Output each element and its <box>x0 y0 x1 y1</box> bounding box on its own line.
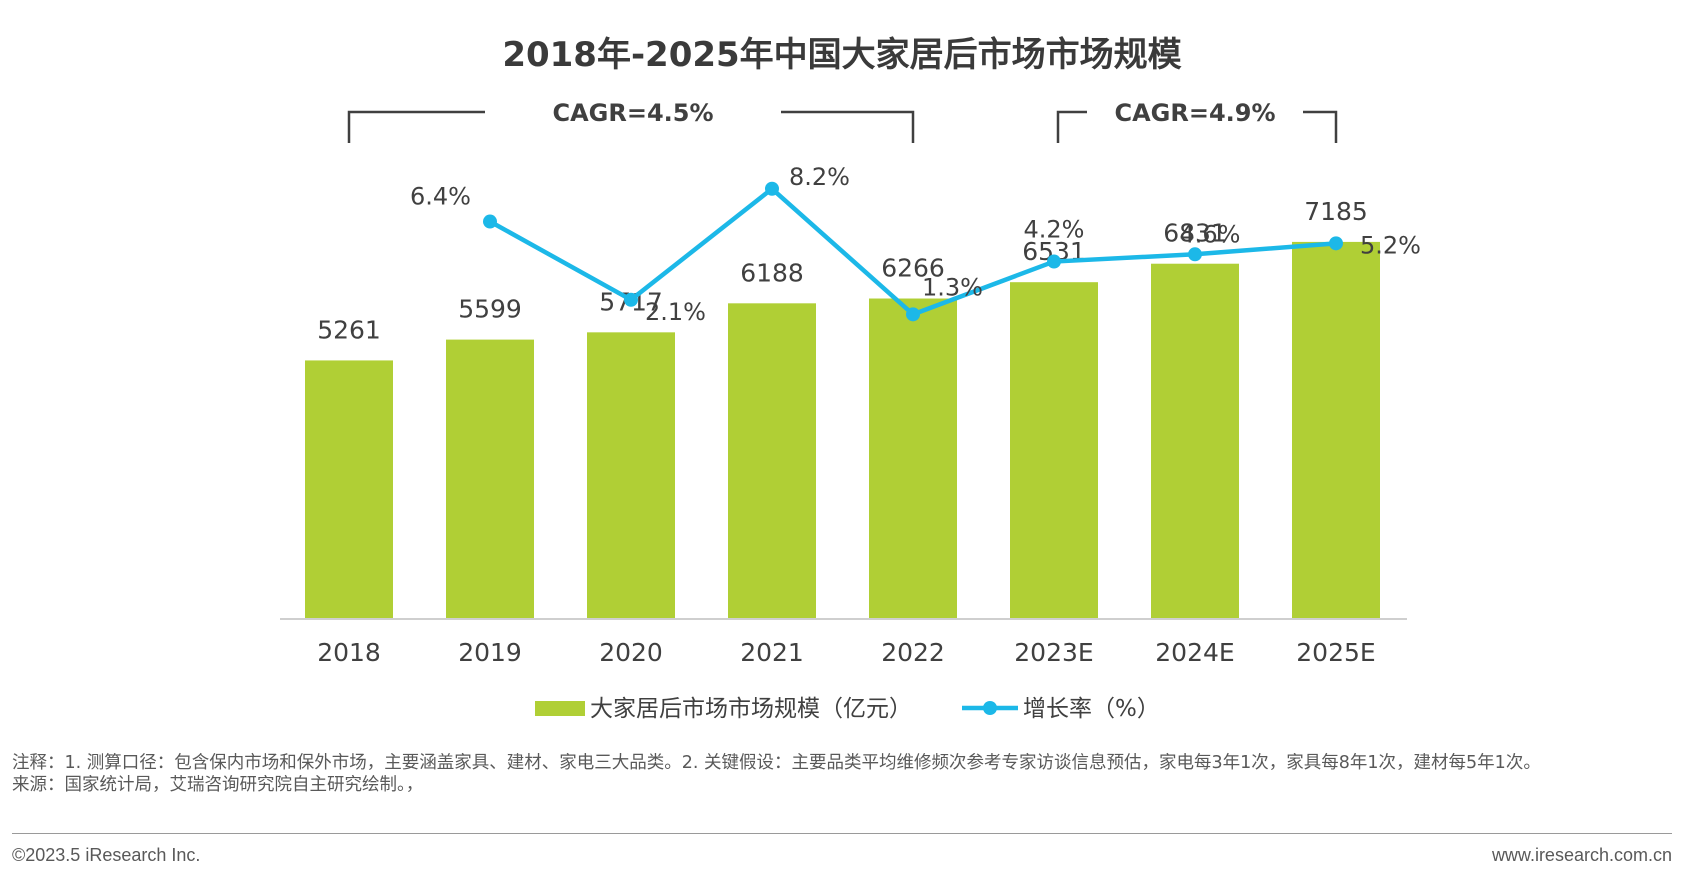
cagr-annotations: CAGR=4.5% CAGR=4.9% <box>347 99 1338 143</box>
bar-2019 <box>446 339 534 618</box>
bar-label-2024E: 6831 <box>1163 219 1227 248</box>
footer-divider <box>12 833 1672 834</box>
bar-label-2022: 6266 <box>881 254 945 283</box>
chart-title: 2018年-2025年中国大家居后市场市场规模 <box>502 35 1181 75</box>
growth-point-2022 <box>906 307 920 322</box>
cagr-label-1: CAGR=4.5% <box>552 99 713 127</box>
cagr-label-2: CAGR=4.9% <box>1114 99 1275 127</box>
legend: 大家居后市场市场规模（亿元） 增长率（%） <box>535 696 1160 722</box>
legend-line-label: 增长率（%） <box>1023 696 1160 722</box>
growth-label-2023E: 4.2% <box>1024 216 1085 244</box>
footer-notes: 注释：1. 测算口径：包含保内市场和保外市场，主要涵盖家具、建材、家电三大品类。… <box>12 752 1672 796</box>
x-tick-2020: 2020 <box>599 638 663 667</box>
bar-2020 <box>587 332 675 618</box>
cagr-bracket-2 <box>1056 110 1338 143</box>
cagr-bracket-1 <box>347 110 915 143</box>
bar-series: 52615599571761886266653168317185 <box>305 197 1380 619</box>
bar-label-2021: 6188 <box>740 258 804 287</box>
growth-point-2020 <box>624 292 638 307</box>
growth-point-2024E <box>1188 247 1202 262</box>
growth-label-2020: 2.1% <box>645 298 706 326</box>
x-tick-2018: 2018 <box>317 638 381 667</box>
growth-point-2023E <box>1047 254 1061 269</box>
bar-2022 <box>869 298 957 618</box>
bar-2024E <box>1151 263 1239 618</box>
copyright-text: ©2023.5 iResearch Inc. <box>12 845 201 865</box>
growth-point-2019 <box>483 214 497 229</box>
legend-bar-label: 大家居后市场市场规模（亿元） <box>590 696 912 722</box>
x-tick-2025E: 2025E <box>1296 638 1375 667</box>
source-text: 来源：国家统计局，艾瑞咨询研究院自主研究绘制。， <box>12 775 424 795</box>
growth-label-2024E: 4.6% <box>1180 220 1241 248</box>
x-tick-2019: 2019 <box>458 638 522 667</box>
legend-line-marker <box>983 701 997 715</box>
growth-point-2025E <box>1329 236 1343 251</box>
bar-2018 <box>305 360 393 618</box>
x-tick-2021: 2021 <box>740 638 804 667</box>
bar-2025E <box>1292 241 1380 619</box>
x-axis-ticks: 2018 2019 2020 2021 2022 2023E 2024E 2025E <box>317 638 1376 667</box>
notes-text: 注释：1. 测算口径：包含保内市场和保外市场，主要涵盖家具、建材、家电三大品类。… <box>12 753 1541 773</box>
website-link[interactable]: www.iresearch.com.cn <box>1491 845 1672 865</box>
bar-2021 <box>728 303 816 618</box>
growth-label-2022: 1.3% <box>922 273 983 301</box>
bar-label-2025E: 7185 <box>1304 197 1368 226</box>
bar-label-2019: 5599 <box>458 295 522 324</box>
line-series: 6.4% 2.1% 8.2% 1.3% 4.2% 4.6% 5.2% <box>410 163 1421 326</box>
bar-label-2018: 5261 <box>317 315 381 344</box>
x-tick-2023E: 2023E <box>1014 638 1093 667</box>
bar-2023E <box>1010 282 1098 618</box>
legend-bar-swatch <box>535 701 585 716</box>
growth-label-2025E: 5.2% <box>1360 231 1421 259</box>
growth-label-2019: 6.4% <box>410 183 471 211</box>
x-tick-2022: 2022 <box>881 638 945 667</box>
growth-point-2021 <box>765 181 779 196</box>
growth-label-2021: 8.2% <box>789 163 850 191</box>
x-tick-2024E: 2024E <box>1155 638 1234 667</box>
